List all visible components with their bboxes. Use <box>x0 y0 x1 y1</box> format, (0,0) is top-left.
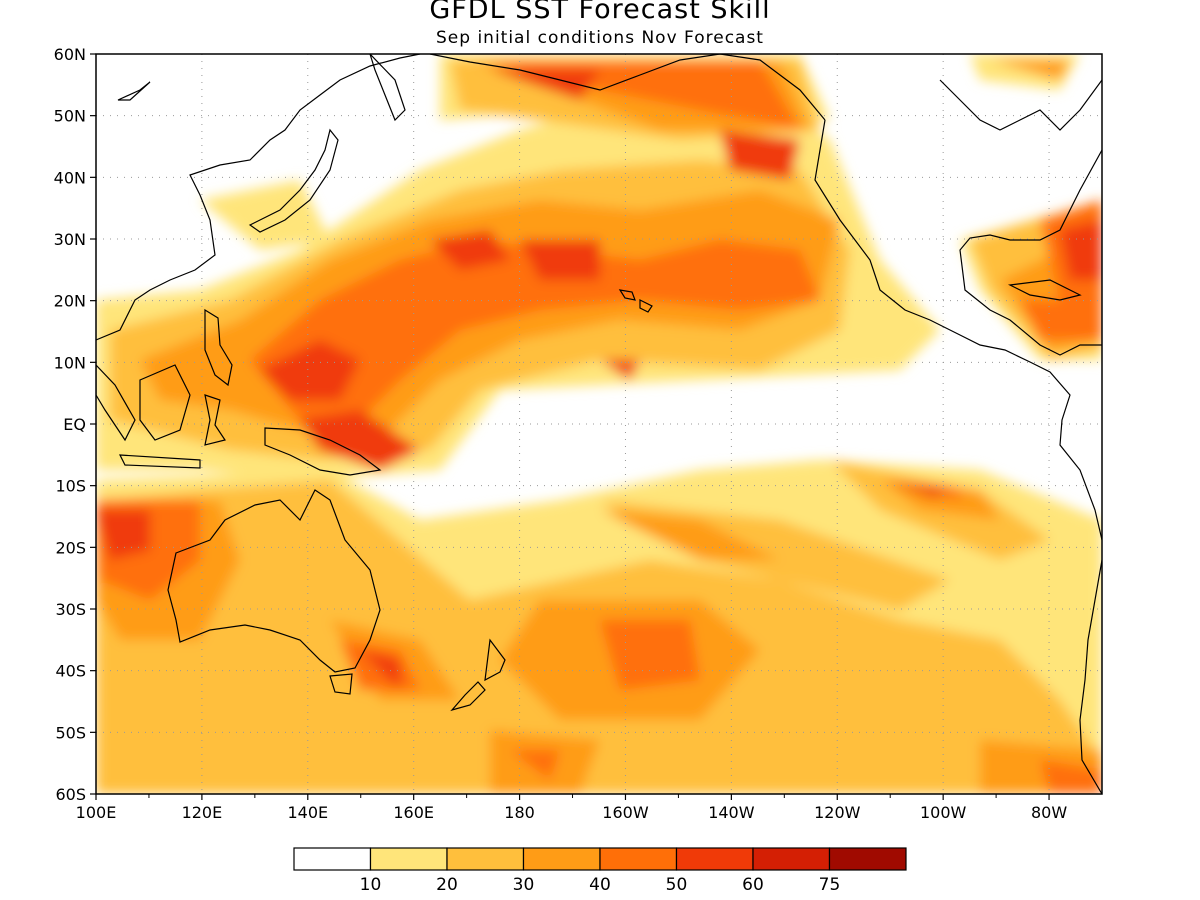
sulawesi-coast <box>204 394 226 446</box>
new-guinea-coast <box>264 427 382 476</box>
tasmania-coast <box>329 673 353 695</box>
lat-label: 20S <box>55 538 86 557</box>
axis-ticks <box>90 53 1050 800</box>
lat-label: 50N <box>54 107 86 126</box>
colorbar-label: 40 <box>589 875 611 895</box>
lon-label: 120E <box>182 803 223 822</box>
lon-label: 160E <box>393 803 434 822</box>
colorbar-label: 20 <box>436 875 458 895</box>
lon-label: 100E <box>76 803 117 822</box>
lat-label: 60S <box>55 785 86 804</box>
colorbar-swatch <box>828 847 907 871</box>
lat-label: 10N <box>54 353 86 372</box>
lat-label: 50S <box>55 723 86 742</box>
borneo-coast <box>139 364 191 441</box>
lon-label: 140E <box>287 803 328 822</box>
lat-label: 40N <box>54 168 86 187</box>
lon-label: 180 <box>504 803 535 822</box>
philippines-coast <box>204 308 233 387</box>
coastlines <box>96 54 1102 794</box>
skill-field <box>96 54 1102 794</box>
longitude-labels: 100E 120E 140E 160E 180 160W 140W 120W 100W 80W <box>76 803 1068 822</box>
australia-coast <box>167 489 381 673</box>
japan-coast <box>248 128 339 233</box>
lon-label: 80W <box>1031 803 1067 822</box>
latitude-labels: 60N 50N 40N 30N 20N 10N EQ 10S 20S 30S 40S 50S 60S <box>54 45 86 804</box>
lat-label: 40S <box>55 662 86 681</box>
colorbar-label: 60 <box>742 875 764 895</box>
colorbar-swatch <box>599 847 678 871</box>
graticule <box>96 54 1102 794</box>
colorbar-swatch <box>752 847 831 871</box>
asia-coast <box>96 54 421 341</box>
map-title: GFDL SST Forecast Skill <box>429 0 771 25</box>
south-america-west-coast <box>1079 559 1102 794</box>
colorbar-label: 75 <box>819 875 841 895</box>
colorbar-swatch <box>446 847 525 871</box>
lon-label: 140W <box>708 803 755 822</box>
lat-label: 10S <box>55 477 86 496</box>
colorbar-label: 50 <box>666 875 688 895</box>
colorbar-label: 30 <box>513 875 535 895</box>
lon-label: 160W <box>602 803 649 822</box>
new-zealand-coast <box>450 638 506 712</box>
lat-label: 20N <box>54 292 86 311</box>
colorbar-label: 10 <box>360 875 382 895</box>
map-subtitle: Sep initial conditions Nov Forecast <box>436 28 764 48</box>
sumatra-coast <box>96 364 136 442</box>
lat-label: EQ <box>63 415 86 434</box>
colorbar-swatch <box>369 847 448 871</box>
colorbar-swatch <box>675 847 754 871</box>
lat-label: 60N <box>54 45 86 64</box>
hawaii-coast <box>618 289 653 313</box>
colorbar: 10 20 30 40 50 60 75 <box>293 847 907 895</box>
alaska-coast <box>429 54 826 121</box>
gulf-coast <box>959 149 1102 356</box>
aleutian-coast <box>117 81 151 101</box>
kamchatka-coast <box>369 54 406 122</box>
colorbar-swatch <box>522 847 601 871</box>
colorbar-swatch <box>293 847 372 871</box>
cuba-coast <box>1007 279 1082 301</box>
lat-label: 30N <box>54 230 86 249</box>
lat-label: 30S <box>55 600 86 619</box>
lon-label: 120W <box>814 803 861 822</box>
canada-coast <box>939 79 1102 131</box>
lon-label: 100W <box>920 803 967 822</box>
north-america-west-coast <box>814 119 1102 541</box>
java-coast <box>118 454 201 469</box>
